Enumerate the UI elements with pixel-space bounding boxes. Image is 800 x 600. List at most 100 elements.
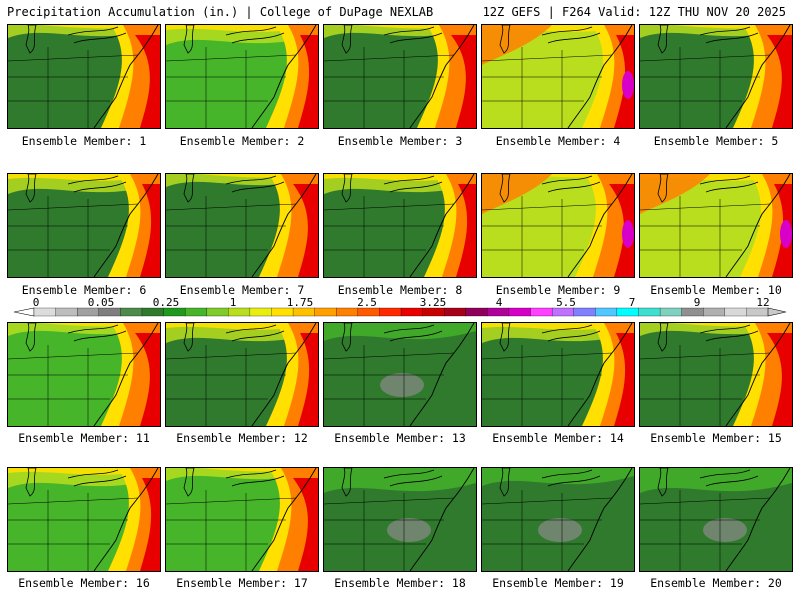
colorbar-swatch — [141, 307, 164, 317]
ensemble-member-panel — [323, 322, 477, 427]
ensemble-member-label: Ensemble Member: 13 — [334, 431, 466, 445]
precip-map — [640, 323, 792, 426]
colorbar-swatch — [249, 307, 272, 317]
colorbar-tick-label: 2.5 — [357, 296, 377, 309]
colorbar-tick-label: 0 — [32, 296, 40, 309]
chart-title: Precipitation Accumulation (in.) | Colle… — [7, 5, 434, 19]
precip-map — [8, 174, 160, 277]
ensemble-member-label: Ensemble Member: 18 — [334, 576, 466, 590]
ensemble-member-panel — [7, 173, 161, 278]
colorbar-swatch — [55, 307, 78, 317]
colorbar-swatch — [508, 307, 531, 317]
precip-map — [8, 468, 160, 571]
precip-map — [324, 25, 476, 128]
ensemble-member-panel — [481, 173, 635, 278]
precip-map — [166, 25, 318, 128]
precip-map — [324, 468, 476, 571]
colorbar-swatch — [444, 307, 467, 317]
colorbar-swatch — [659, 307, 683, 317]
ensemble-member-label: Ensemble Member: 5 — [653, 134, 779, 148]
colorbar-swatch — [206, 307, 229, 317]
ensemble-member-panel — [639, 467, 793, 572]
precip-map — [8, 323, 160, 426]
ensemble-member-panel — [323, 173, 477, 278]
precip-map — [482, 468, 634, 571]
ensemble-member-label: Ensemble Member: 14 — [492, 431, 624, 445]
ensemble-member-label: Ensemble Member: 17 — [176, 576, 308, 590]
colorbar-swatch — [530, 307, 553, 317]
precip-map — [324, 174, 476, 277]
ensemble-member-label: Ensemble Member: 19 — [492, 576, 624, 590]
ensemble-member-panel — [165, 467, 319, 572]
ensemble-member-panel — [165, 322, 319, 427]
precip-map — [640, 468, 792, 571]
ensemble-member-panel — [481, 467, 635, 572]
ensemble-member-label: Ensemble Member: 4 — [495, 134, 621, 148]
colorbar-tick-label: 12 — [756, 296, 770, 309]
colorbar-swatch — [228, 307, 251, 317]
precip-map — [482, 174, 634, 277]
colorbar-swatch — [703, 307, 726, 317]
colorbar-swatch — [184, 307, 208, 317]
colorbar-swatch — [77, 307, 100, 317]
colorbar-arrow-left — [13, 307, 35, 317]
precip-map — [482, 25, 634, 128]
ensemble-member-label: Ensemble Member: 3 — [337, 134, 463, 148]
colorbar-swatch — [638, 307, 661, 317]
ensemble-member-label: Ensemble Member: 1 — [21, 134, 147, 148]
colorbar-swatch — [33, 307, 57, 317]
ensemble-member-panel — [323, 24, 477, 129]
ensemble-member-label: Ensemble Member: 12 — [176, 431, 308, 445]
color-scale-bar — [13, 307, 787, 317]
precip-map — [166, 174, 318, 277]
precip-map — [166, 468, 318, 571]
ensemble-member-panel — [639, 322, 793, 427]
colorbar-swatch — [271, 307, 294, 317]
colorbar-swatch — [98, 307, 121, 317]
precip-map — [8, 25, 160, 128]
colorbar-swatch — [163, 307, 186, 317]
ensemble-member-label: Ensemble Member: 10 — [650, 283, 782, 297]
colorbar-arrow-right — [767, 307, 787, 317]
colorbar-tick-label: 7 — [628, 296, 636, 309]
ensemble-member-panel — [481, 24, 635, 129]
precip-map — [640, 174, 792, 277]
colorbar-swatch — [724, 307, 747, 317]
colorbar-swatch — [573, 307, 596, 317]
colorbar-swatch — [422, 307, 445, 317]
precip-map — [482, 323, 634, 426]
ensemble-member-label: Ensemble Member: 15 — [650, 431, 782, 445]
ensemble-member-label: Ensemble Member: 8 — [337, 283, 463, 297]
precip-map — [166, 323, 318, 426]
colorbar-swatch — [746, 307, 769, 317]
valid-time: 12Z GEFS | F264 Valid: 12Z THU NOV 20 20… — [482, 5, 786, 19]
colorbar-swatch — [681, 307, 704, 317]
colorbar-tick-label: 1 — [229, 296, 237, 309]
colorbar-swatch — [336, 307, 359, 317]
ensemble-member-label: Ensemble Member: 7 — [179, 283, 305, 297]
ensemble-member-label: Ensemble Member: 6 — [21, 283, 147, 297]
ensemble-member-label: Ensemble Member: 2 — [179, 134, 305, 148]
ensemble-member-panel — [165, 173, 319, 278]
ensemble-member-panel — [639, 173, 793, 278]
colorbar-tick-label: 4 — [495, 296, 503, 309]
ensemble-member-panel — [7, 322, 161, 427]
ensemble-member-panel — [7, 24, 161, 129]
colorbar-swatch — [292, 307, 316, 317]
ensemble-member-panel — [639, 24, 793, 129]
colorbar-swatch — [595, 307, 618, 317]
colorbar-swatch — [357, 307, 380, 317]
colorbar-swatch — [487, 307, 510, 317]
colorbar-tick-label: 1.75 — [286, 296, 314, 309]
ensemble-member-panel — [323, 467, 477, 572]
colorbar-tick-label: 0.25 — [152, 296, 180, 309]
colorbar-swatch — [379, 307, 402, 317]
ensemble-member-label: Ensemble Member: 20 — [650, 576, 782, 590]
colorbar-swatch — [400, 307, 424, 317]
ensemble-member-label: Ensemble Member: 16 — [18, 576, 150, 590]
colorbar-swatch — [314, 307, 337, 317]
colorbar-swatch — [551, 307, 575, 317]
ensemble-member-panel — [481, 322, 635, 427]
colorbar-tick-label: 5.5 — [556, 296, 576, 309]
precip-map — [324, 323, 476, 426]
